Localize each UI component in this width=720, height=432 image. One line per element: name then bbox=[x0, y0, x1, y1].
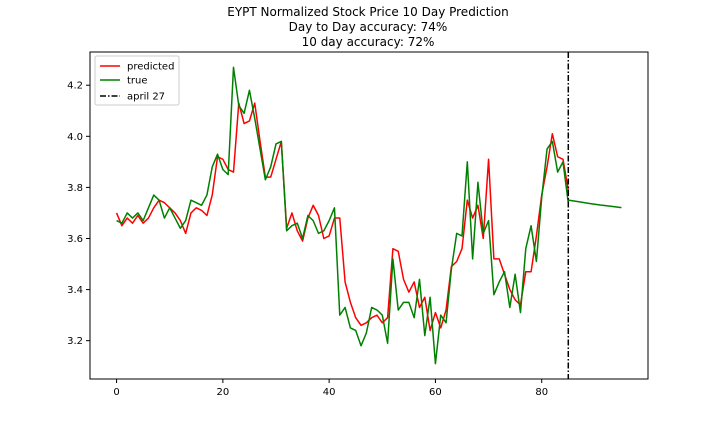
y-tick-label: 4.2 bbox=[67, 81, 83, 92]
plot-area-frame bbox=[89, 51, 649, 380]
title-line-2: Day to Day accuracy: 74% bbox=[289, 20, 448, 34]
y-tick-label: 3.2 bbox=[67, 336, 83, 347]
title-line-3: 10 day accuracy: 72% bbox=[302, 35, 435, 49]
x-tick-label: 60 bbox=[429, 387, 442, 398]
legend-label-true: true bbox=[127, 76, 148, 87]
legend-box bbox=[94, 55, 180, 106]
y-tick-label: 4.0 bbox=[67, 132, 83, 143]
title-line-1: EYPT Normalized Stock Price 10 Day Predi… bbox=[227, 5, 508, 19]
x-tick-label: 40 bbox=[323, 387, 336, 398]
series-line-predicted bbox=[115, 102, 570, 332]
x-tick-label: 80 bbox=[535, 387, 548, 398]
legend-label-predicted: predicted bbox=[127, 62, 174, 73]
y-tick-label: 3.4 bbox=[67, 285, 83, 296]
legend-label-april-27: april 27 bbox=[127, 92, 165, 103]
series-line-forecast bbox=[568, 199, 622, 209]
y-tick-label: 3.6 bbox=[67, 234, 83, 245]
y-axis-ticks: 3.2 3.4 3.6 3.8 4.0 4.2 bbox=[67, 81, 90, 347]
x-tick-label: 0 bbox=[113, 387, 119, 398]
legend: predicted true april 27 bbox=[94, 55, 180, 106]
x-axis-ticks: 0 20 40 60 80 bbox=[113, 379, 548, 398]
y-tick-label: 3.8 bbox=[67, 183, 83, 194]
chart-title: EYPT Normalized Stock Price 10 Day Predi… bbox=[227, 5, 508, 49]
series-layer bbox=[115, 66, 622, 365]
x-tick-label: 20 bbox=[216, 387, 229, 398]
series-line-true bbox=[116, 66, 570, 365]
